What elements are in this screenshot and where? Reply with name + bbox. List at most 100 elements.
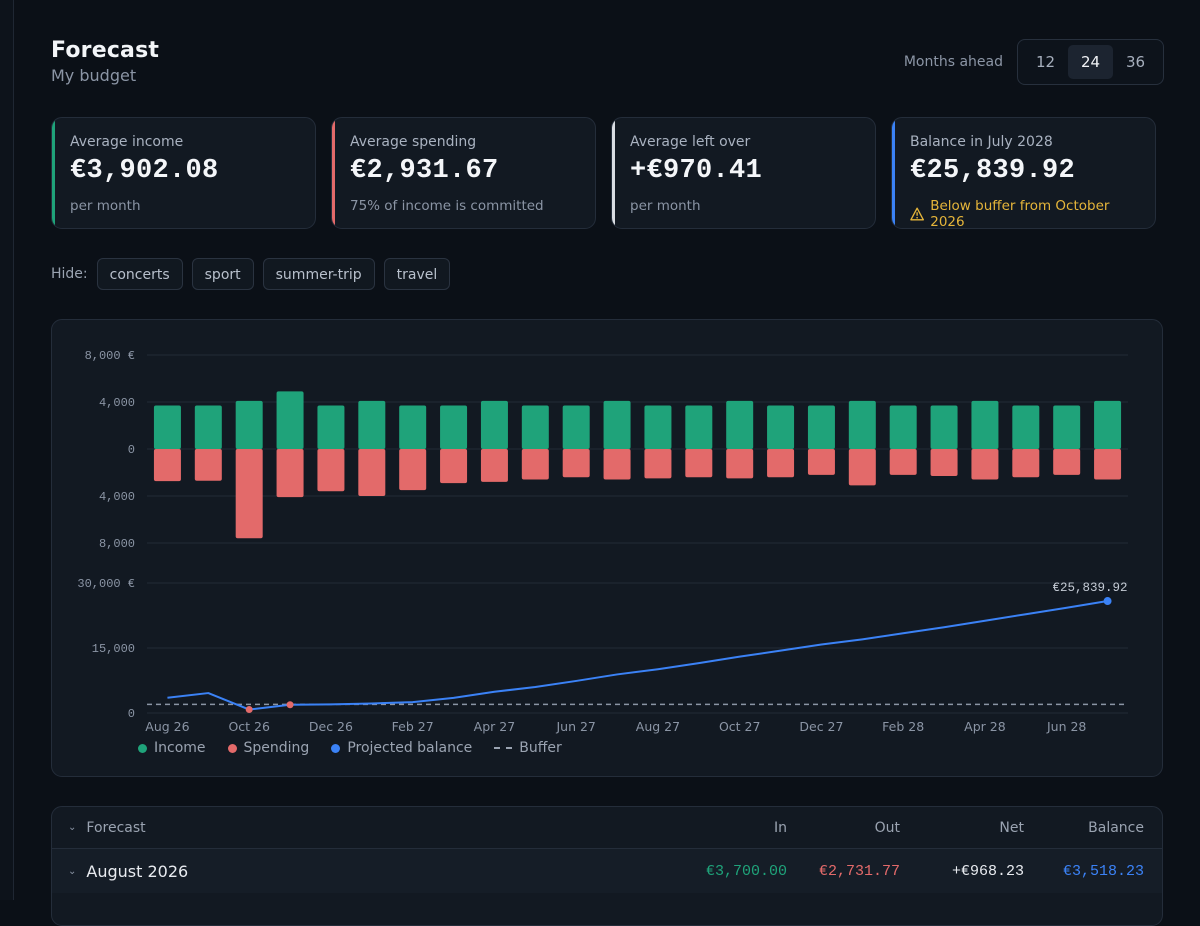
hide-chip-concerts[interactable]: concerts [96, 258, 183, 290]
card-sub: per month [70, 198, 141, 214]
row-in: €3,700.00 [705, 862, 787, 880]
spending-bar [930, 449, 958, 477]
x-tick-label: Aug 27 [636, 719, 680, 734]
spending-bar [1094, 449, 1122, 480]
income-bar [358, 400, 386, 449]
months-ahead-segmented: 12 24 36 [1017, 39, 1164, 85]
table-row[interactable]: ⌄ August 2026 €3,700.00 €2,731.77 +€968.… [52, 849, 1162, 893]
spending-bar [971, 449, 999, 480]
page-title: Forecast [51, 38, 160, 63]
months-36-button[interactable]: 36 [1125, 53, 1146, 71]
line-y-tick-label: 30,000 € [77, 577, 135, 591]
x-tick-label: Jun 27 [555, 719, 595, 734]
bar-y-tick-label: 0 [128, 443, 135, 457]
summary-cards: Average income €3,902.08 per month Avera… [51, 117, 1156, 229]
spending-bar [153, 449, 181, 482]
bar-y-tick-label: 8,000 [99, 537, 135, 551]
income-bar [1094, 400, 1122, 449]
card-value: €2,931.67 [350, 156, 499, 186]
spending-bar [235, 449, 263, 539]
chevron-down-icon: ⌄ [68, 822, 77, 833]
table-header: ⌄ Forecast In Out Net Balance [52, 807, 1162, 849]
row-month: August 2026 [86, 861, 189, 881]
income-bar [562, 405, 590, 449]
hide-chip-summer-trip[interactable]: summer-trip [262, 258, 375, 290]
x-tick-label: Dec 27 [799, 719, 843, 734]
buffer-warning: Below buffer from October 2026 [910, 198, 1137, 229]
card-label: Average left over [630, 134, 751, 150]
average-income-card: Average income €3,902.08 per month [51, 117, 316, 229]
x-tick-label: Oct 27 [719, 719, 761, 734]
forecast-chart-panel: 8,000 € 4,000 0 4,000 8,000 30,000 € 15,000 0 €2… [51, 319, 1163, 777]
legend-projected-balance: Projected balance [331, 740, 472, 756]
header-in: In [773, 819, 787, 836]
income-bar [971, 400, 999, 449]
income-bar [930, 405, 958, 449]
below-buffer-point [245, 706, 253, 714]
hide-chip-travel[interactable]: travel [383, 258, 451, 290]
spending-bar [480, 449, 508, 482]
income-bar [276, 391, 304, 449]
card-label: Average spending [350, 134, 477, 150]
warning-triangle-icon [910, 207, 925, 221]
income-bar [685, 405, 713, 449]
left-sidebar-rail [0, 0, 14, 900]
bar-y-tick-label: 8,000 € [85, 349, 135, 363]
income-bar [317, 405, 345, 449]
card-label: Balance in July 2028 [910, 134, 1053, 150]
forecast-table: ⌄ Forecast In Out Net Balance ⌄ August 2… [51, 806, 1163, 926]
income-bar [644, 405, 672, 449]
months-ahead-control: Months ahead 12 24 36 [904, 39, 1164, 85]
card-value: €3,902.08 [70, 156, 219, 186]
income-bar [603, 400, 631, 449]
line-y-tick-label: 0 [128, 707, 135, 721]
buffer-warning-text: Below buffer from October 2026 [930, 198, 1110, 229]
spending-bar [317, 449, 345, 492]
spending-bar [603, 449, 631, 480]
balance-end-point [1103, 597, 1112, 606]
income-bar [889, 405, 917, 449]
income-bar [153, 405, 181, 449]
spending-bar [726, 449, 754, 479]
x-tick-label: Jun 28 [1046, 719, 1086, 734]
bar-y-tick-label: 4,000 [99, 396, 135, 410]
x-tick-label: Aug 26 [145, 719, 189, 734]
balance-card: Balance in July 2028 €25,839.92 Below bu… [891, 117, 1156, 229]
row-out: €2,731.77 [818, 862, 900, 880]
hide-filter: Hide: concerts sport summer-trip travel [51, 258, 451, 290]
header-balance: Balance [1088, 819, 1144, 836]
card-sub: 75% of income is committed [350, 198, 544, 214]
legend-buffer: Buffer [494, 740, 562, 756]
page-subtitle: My budget [51, 66, 137, 85]
spending-bar [1012, 449, 1040, 478]
header-out: Out [874, 819, 900, 836]
spending-bar [399, 449, 427, 491]
spending-bar [440, 449, 468, 484]
card-value: €25,839.92 [910, 156, 1076, 186]
income-bar [807, 405, 835, 449]
spending-bar [194, 449, 222, 481]
x-tick-label: Feb 27 [392, 719, 434, 734]
card-sub: per month [630, 198, 701, 214]
chart-legend: Income Spending Projected balance Buffer [138, 740, 562, 756]
x-tick-label: Feb 28 [882, 719, 924, 734]
header-net: Net [999, 819, 1024, 836]
spending-bar [358, 449, 386, 496]
x-tick-label: Dec 26 [309, 719, 353, 734]
hide-label: Hide: [51, 266, 88, 282]
x-tick-label: Oct 26 [228, 719, 270, 734]
balance-end-label: €25,839.92 [1053, 581, 1128, 595]
average-left-over-card: Average left over +€970.41 per month [611, 117, 876, 229]
months-12-button[interactable]: 12 [1035, 53, 1056, 71]
income-bar [848, 400, 876, 449]
row-net: +€968.23 [951, 862, 1024, 880]
spending-bar [889, 449, 917, 475]
legend-income: Income [138, 740, 206, 756]
forecast-collapse-toggle[interactable]: ⌄ Forecast [52, 820, 667, 836]
hide-chip-sport[interactable]: sport [191, 258, 254, 290]
months-24-button[interactable]: 24 [1068, 45, 1113, 79]
income-bar [194, 405, 222, 449]
income-bar [1053, 405, 1081, 449]
spending-bar [1053, 449, 1081, 475]
income-bar [521, 405, 549, 449]
